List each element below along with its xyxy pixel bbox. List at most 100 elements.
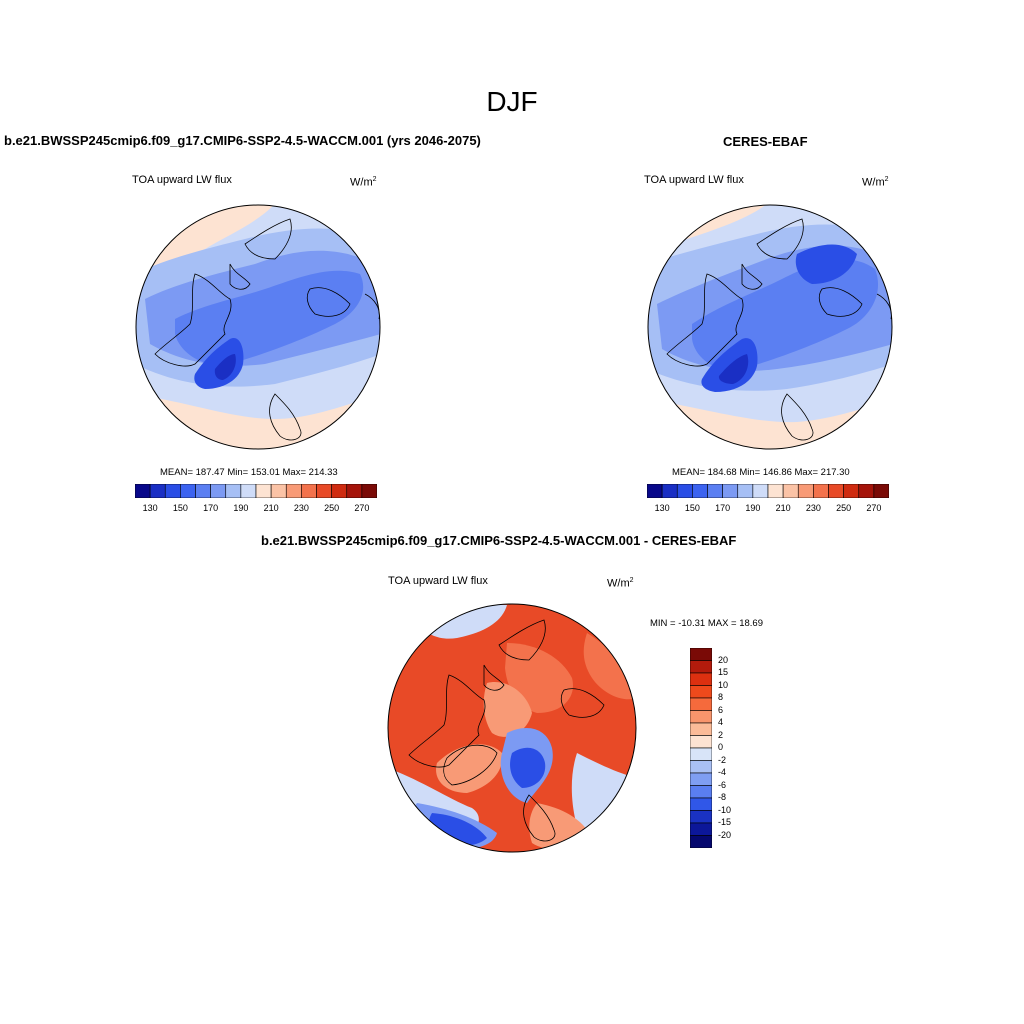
colorbar-tick-label: 130 <box>142 503 158 513</box>
colorbar-tick-label: 270 <box>866 503 882 513</box>
obs-units-label: W/m2 <box>862 176 889 189</box>
colorbar-tick-label: 150 <box>172 503 188 513</box>
model-polar-map <box>135 204 381 450</box>
colorbar-level-label: 6 <box>718 704 724 715</box>
obs-colorbar <box>647 484 889 498</box>
diff-minmax: MIN = -10.31 MAX = 18.69 <box>650 618 764 629</box>
diff-colorbar <box>690 648 712 848</box>
colorbar-swatch <box>135 484 151 498</box>
colorbar-level-label: -6 <box>718 779 727 790</box>
colorbar-level-label: -15 <box>718 817 732 827</box>
colorbar-swatch <box>285 484 302 498</box>
colorbar-swatch <box>690 835 712 848</box>
colorbar-swatch <box>767 484 784 498</box>
colorbar-level-label: -20 <box>718 829 732 840</box>
obs-polar-map <box>647 204 893 450</box>
obs-panel-title: CERES-EBAF <box>723 134 808 149</box>
colorbar-swatch <box>690 660 712 674</box>
colorbar-level-label: 8 <box>718 692 724 702</box>
colorbar-tick-label: 130 <box>654 503 670 513</box>
colorbar-tick-label: 250 <box>836 503 852 513</box>
colorbar-tick-label: 190 <box>233 503 249 513</box>
diff-colorbar-labels: 20 15 10 8 6 4 2 0 -2 -4 -6 -8 -10 -15 -20 <box>718 648 758 848</box>
colorbar-tick-label: 230 <box>805 503 821 513</box>
colorbar-tick-label: 210 <box>775 503 791 513</box>
colorbar-level-label: 0 <box>718 742 724 752</box>
colorbar-swatch <box>690 760 712 774</box>
diff-units-label: W/m2 <box>607 577 634 590</box>
colorbar-swatch <box>164 484 181 498</box>
colorbar-level-label: 2 <box>718 729 724 740</box>
colorbar-swatch <box>690 710 712 724</box>
colorbar-swatch <box>858 484 875 498</box>
obs-variable-label: TOA upward LW flux <box>644 174 744 186</box>
colorbar-swatch <box>270 484 287 498</box>
diff-polar-map <box>387 603 637 853</box>
colorbar-level-label: 4 <box>718 717 724 727</box>
colorbar-swatch <box>707 484 723 498</box>
colorbar-tick-label: 230 <box>293 503 309 513</box>
colorbar-swatch <box>690 735 712 749</box>
colorbar-tick-label: 250 <box>324 503 340 513</box>
colorbar-tick-label: 150 <box>684 503 700 513</box>
colorbar-tick-label: 170 <box>203 503 219 513</box>
colorbar-swatch <box>692 484 708 498</box>
colorbar-level-label: -8 <box>718 792 727 802</box>
colorbar-swatch <box>690 822 712 836</box>
colorbar-swatch <box>149 484 166 498</box>
colorbar-swatch <box>225 484 242 498</box>
colorbar-swatch <box>316 484 332 498</box>
figure-title: DJF <box>486 86 538 117</box>
diff-panel-title: b.e21.BWSSP245cmip6.f09_g17.CMIP6-SSP2-4… <box>261 533 737 548</box>
colorbar-swatch <box>813 484 829 498</box>
colorbar-swatch <box>661 484 678 498</box>
colorbar-swatch <box>752 484 769 498</box>
colorbar-swatch <box>828 484 844 498</box>
colorbar-swatch <box>690 697 712 711</box>
colorbar-swatch <box>690 672 712 686</box>
colorbar-swatch <box>361 484 377 498</box>
colorbar-tick-label: 270 <box>354 503 370 513</box>
colorbar-level-label: 10 <box>718 679 729 690</box>
colorbar-swatch <box>843 484 860 498</box>
diff-variable-label: TOA upward LW flux <box>388 575 488 587</box>
colorbar-swatch <box>690 785 712 799</box>
model-colorbar <box>135 484 377 498</box>
colorbar-swatch <box>873 484 889 498</box>
colorbar-level-label: 20 <box>718 654 729 665</box>
colorbar-swatch <box>331 484 348 498</box>
colorbar-swatch <box>690 685 712 699</box>
colorbar-level-label: -10 <box>718 804 732 815</box>
colorbar-tick-label: 210 <box>263 503 279 513</box>
colorbar-swatch <box>690 772 712 786</box>
colorbar-swatch <box>782 484 799 498</box>
colorbar-swatch <box>690 810 712 824</box>
colorbar-swatch <box>797 484 814 498</box>
colorbar-swatch <box>210 484 227 498</box>
colorbar-tick-label: 190 <box>745 503 761 513</box>
colorbar-swatch <box>690 722 712 736</box>
colorbar-level-label: -4 <box>718 767 727 777</box>
colorbar-swatch <box>195 484 211 498</box>
model-colorbar-ticks: 130 150 170 190 210 230 250 270 <box>135 503 377 515</box>
colorbar-swatch <box>346 484 363 498</box>
colorbar-level-label: -2 <box>718 754 727 765</box>
model-stats: MEAN= 187.47 Min= 153.01 Max= 214.33 <box>160 467 338 478</box>
colorbar-swatch <box>737 484 754 498</box>
colorbar-swatch <box>690 797 712 811</box>
model-units-label: W/m2 <box>350 176 377 189</box>
obs-stats: MEAN= 184.68 Min= 146.86 Max= 217.30 <box>672 467 850 478</box>
colorbar-swatch <box>301 484 317 498</box>
colorbar-level-label: 15 <box>718 667 729 677</box>
colorbar-swatch <box>690 648 712 661</box>
colorbar-swatch <box>676 484 693 498</box>
colorbar-swatch <box>240 484 257 498</box>
colorbar-swatch <box>690 747 712 761</box>
model-panel-title: b.e21.BWSSP245cmip6.f09_g17.CMIP6-SSP2-4… <box>4 133 481 148</box>
colorbar-swatch <box>722 484 739 498</box>
colorbar-swatch <box>180 484 196 498</box>
model-variable-label: TOA upward LW flux <box>132 174 232 186</box>
colorbar-swatch <box>647 484 663 498</box>
obs-colorbar-ticks: 130 150 170 190 210 230 250 270 <box>647 503 889 515</box>
colorbar-swatch <box>255 484 272 498</box>
